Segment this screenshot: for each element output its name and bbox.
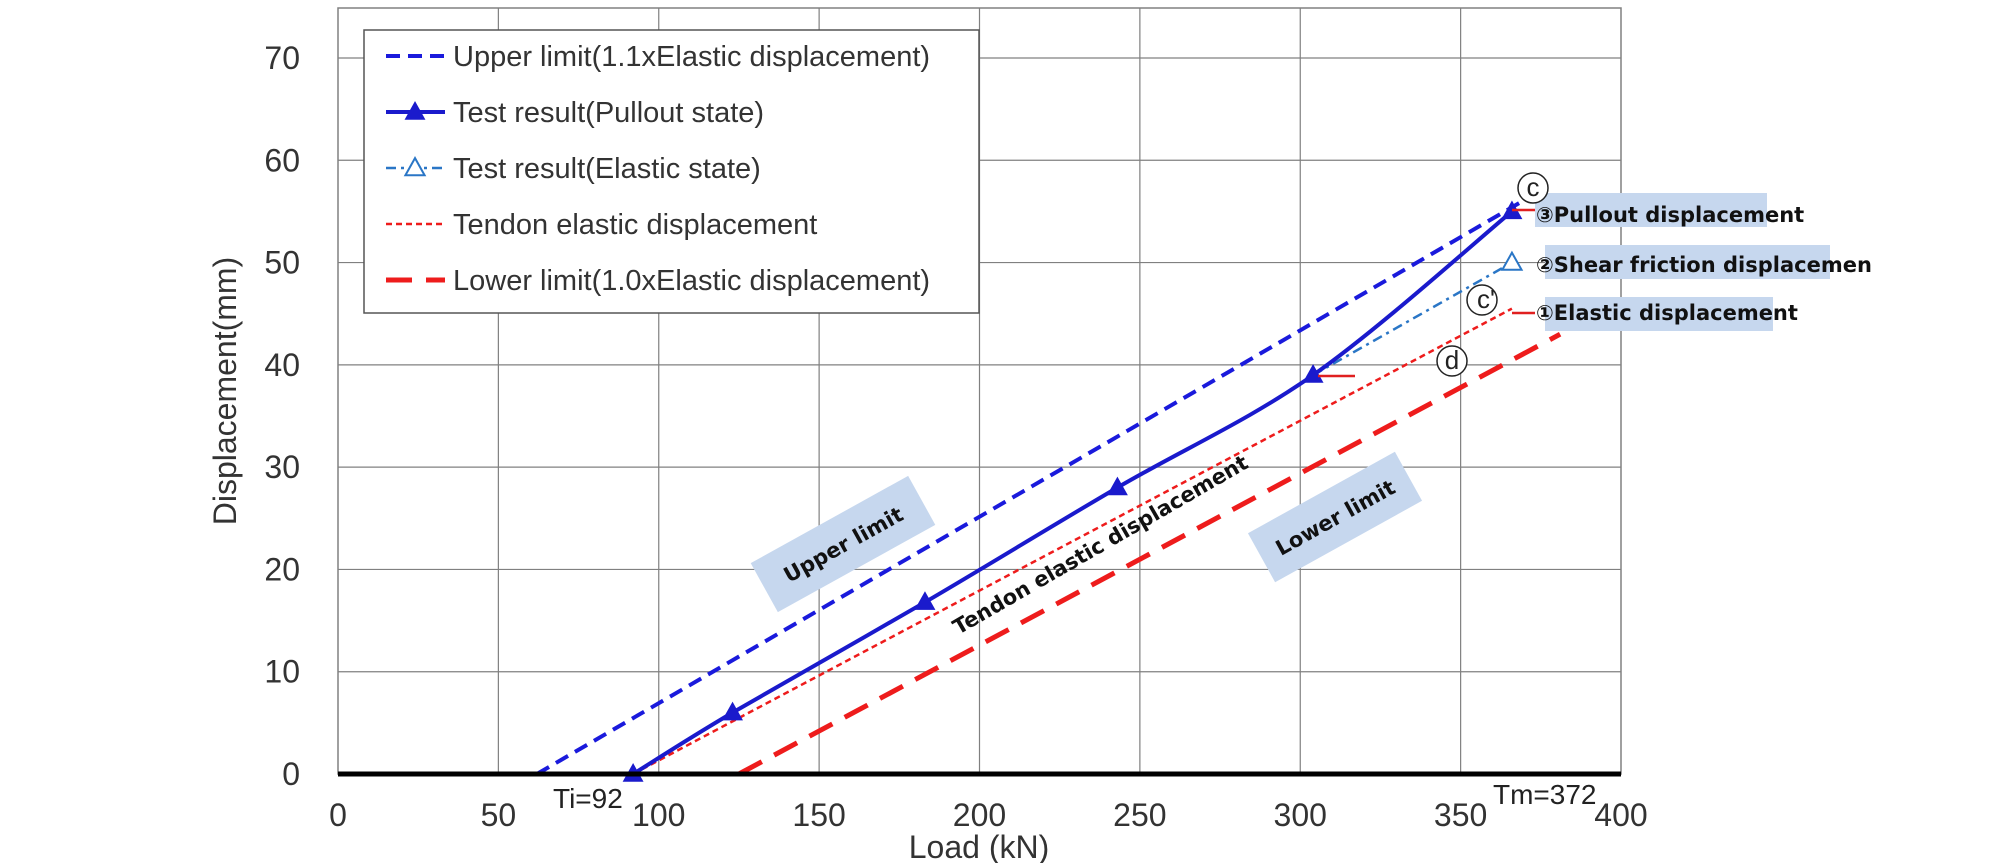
ti-label: Ti=92 [553, 783, 623, 814]
x-tick-label: 350 [1434, 797, 1487, 833]
legend: Upper limit(1.1xElastic displacement) Tes… [363, 29, 980, 314]
x-axis-title: Load (kN) [909, 829, 1050, 863]
x-tick-label: 50 [481, 797, 517, 833]
legend-label-tendon-elastic-displacement: Tendon elastic displacement [453, 209, 817, 241]
series-line-upper-limit-1-1xelastic-displacement [535, 194, 1533, 776]
y-tick-label: 0 [282, 756, 300, 792]
tm-label: Tm=372 [1493, 779, 1597, 810]
x-tick-label: 300 [1274, 797, 1327, 833]
circle-d: d [1436, 345, 1468, 377]
pullout-label: ③Pullout displacement [1536, 203, 1804, 227]
legend-label-upper-limit-1-1xelastic-displacement: Upper limit(1.1xElastic displacement) [453, 41, 930, 73]
y-tick-label: 50 [264, 245, 300, 281]
data-point-test-result-pullout-state [1106, 476, 1128, 496]
circle-d-text: d [1445, 345, 1459, 375]
circle-c-top: c [1517, 172, 1549, 204]
y-tick-label: 20 [264, 551, 300, 587]
y-tick-label: 60 [264, 142, 300, 178]
y-tick-labels: 0 10 20 30 40 50 60 70 [264, 40, 300, 792]
shear-label-box [1545, 245, 1830, 279]
circle-c-mid-text: c' [1477, 284, 1495, 314]
legend-label-test-result-pullout-state: Test result(Pullout state) [453, 97, 764, 129]
y-tick-label: 30 [264, 449, 300, 485]
y-tick-label: 10 [264, 654, 300, 690]
pullout-label-box [1535, 193, 1767, 227]
x-tick-label: 200 [953, 797, 1006, 833]
legend-marker-test-result-pullout-state [404, 101, 426, 120]
y-tick-label: 70 [264, 40, 300, 76]
data-point-test-result-elastic-state [1500, 250, 1524, 271]
shear-label: ②Shear friction displacemen [1536, 253, 1872, 277]
y-axis-title: Displacement(mm) [207, 257, 243, 525]
elastic-label: ①Elastic displacement [1536, 301, 1798, 325]
circle-c-top-text: c [1527, 172, 1540, 202]
elastic-label-box [1545, 297, 1773, 331]
data-lines [535, 194, 1562, 782]
data-point-test-result-pullout-state [914, 591, 936, 610]
legend-marker-test-result-elastic-state [403, 156, 427, 177]
circle-c-mid: c' [1466, 284, 1498, 316]
legend-label-test-result-elastic-state: Test result(Elastic state) [453, 153, 761, 185]
x-tick-label: 150 [792, 797, 845, 833]
x-tick-label: 0 [329, 797, 347, 833]
x-tick-label: 100 [632, 797, 685, 833]
data-point-test-result-pullout-state [722, 701, 743, 721]
x-tick-labels: 0 50 100 150 200 250 300 350 400 [329, 797, 1648, 833]
data-point-test-result-pullout-state [1302, 364, 1324, 383]
x-tick-label: 250 [1113, 797, 1166, 833]
series-line-tendon-elastic-displacement [632, 307, 1513, 776]
series-line-lower-limit-1-0xelastic-displacement [737, 331, 1562, 777]
y-tick-label: 40 [264, 347, 300, 383]
x-tick-label: 400 [1594, 797, 1647, 833]
series-line-test-result-elastic-state [1312, 261, 1513, 377]
legend-label-lower-limit-1-0xelastic-displacement: Lower limit(1.0xElastic displacement) [453, 265, 930, 297]
